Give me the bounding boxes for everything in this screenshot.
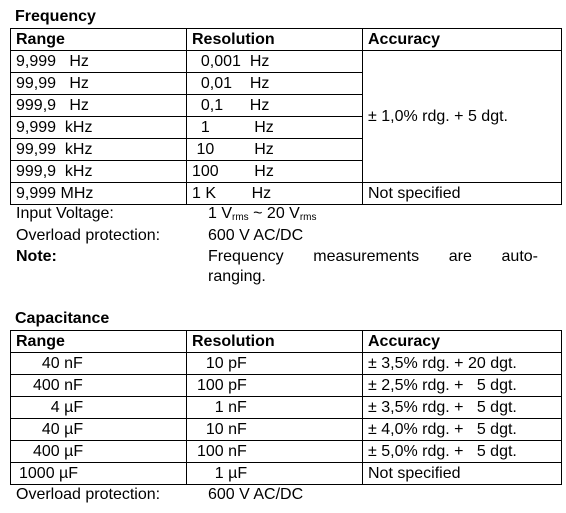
- table-row: 99,99 Hz 0,01 Hz: [10, 72, 562, 95]
- range-cell: 400 nF: [10, 374, 187, 397]
- range-cell: 9,999 Hz: [10, 50, 187, 73]
- accuracy-cell: Not specified: [362, 182, 562, 205]
- header-accuracy: Accuracy: [362, 28, 562, 51]
- note-label: Note:: [16, 248, 57, 265]
- accuracy-merged-cell: ± 1,0% rdg. + 5 dgt.: [362, 50, 562, 183]
- table-row: 4 µF 1 nF ± 3,5% rdg. + 5 dgt.: [10, 396, 562, 419]
- table-row: 400 µF 100 nF ± 5,0% rdg. + 5 dgt.: [10, 440, 562, 463]
- header-range: Range: [10, 330, 187, 353]
- table-row: 999,9 kHz 100 Hz: [10, 160, 562, 183]
- table-row: 1000 µF 1 µF Not specified: [10, 462, 562, 485]
- capacitance-overload-label: Overload protection:: [16, 486, 161, 503]
- resolution-cell: 1 Hz: [186, 116, 363, 139]
- resolution-cell: 100 Hz: [186, 160, 363, 183]
- resolution-cell: 100 pF: [186, 374, 363, 397]
- capacitance-overload-value: 600 V AC/DC: [208, 486, 304, 503]
- accuracy-cell: ± 5,0% rdg. + 5 dgt.: [362, 440, 562, 463]
- note-line: Frequency measurements are auto-: [208, 248, 538, 265]
- range-cell: 400 µF: [10, 440, 187, 463]
- resolution-cell: 0,001 Hz: [186, 50, 363, 73]
- overload-value: 600 V AC/DC: [208, 227, 304, 244]
- range-cell: 999,9 Hz: [10, 94, 187, 117]
- table-row: 40 µF 10 nF ± 4,0% rdg. + 5 dgt.: [10, 418, 562, 441]
- table-header-row: Range Resolution Accuracy: [10, 330, 562, 353]
- input-voltage-label: Input Voltage:: [16, 205, 114, 222]
- range-cell: 1000 µF: [10, 462, 187, 485]
- range-cell: 99,99 Hz: [10, 72, 187, 95]
- resolution-cell: 0,1 Hz: [186, 94, 363, 117]
- range-cell: 99,99 kHz: [10, 138, 187, 161]
- range-cell: 9,999 kHz: [10, 116, 187, 139]
- header-accuracy: Accuracy: [362, 330, 562, 353]
- resolution-cell: 1 nF: [186, 396, 363, 419]
- frequency-table: Range Resolution Accuracy 9,999 Hz 0,001…: [10, 28, 562, 205]
- resolution-cell: 1 µF: [186, 462, 363, 485]
- resolution-cell: 1 K Hz: [186, 182, 363, 205]
- resolution-cell: 10 Hz: [186, 138, 363, 161]
- accuracy-cell: ± 4,0% rdg. + 5 dgt.: [362, 418, 562, 441]
- table-row: 40 nF 10 pF ± 3,5% rdg. + 20 dgt.: [10, 352, 562, 375]
- header-resolution: Resolution: [186, 28, 363, 51]
- table-row: 400 nF 100 pF ± 2,5% rdg. + 5 dgt.: [10, 374, 562, 397]
- header-resolution: Resolution: [186, 330, 363, 353]
- range-cell: 9,999 MHz: [10, 182, 187, 205]
- input-voltage-value: 1 Vrms ~ 20 Vrms: [208, 205, 317, 223]
- resolution-cell: 100 nF: [186, 440, 363, 463]
- frequency-title: Frequency: [15, 8, 96, 25]
- table-row: 9,999 Hz 0,001 Hz ± 1,0% rdg. + 5 dgt.: [10, 50, 562, 183]
- resolution-cell: 10 nF: [186, 418, 363, 441]
- overload-label: Overload protection:: [16, 227, 161, 244]
- table-row: 9,999 MHz 1 K Hz Not specified: [10, 182, 562, 205]
- resolution-cell: 0,01 Hz: [186, 72, 363, 95]
- capacitance-title: Capacitance: [15, 310, 110, 327]
- table-row: 99,99 kHz 10 Hz: [10, 138, 562, 161]
- accuracy-cell: ± 2,5% rdg. + 5 dgt.: [362, 374, 562, 397]
- accuracy-cell: Not specified: [362, 462, 562, 485]
- range-cell: 999,9 kHz: [10, 160, 187, 183]
- range-cell: 40 µF: [10, 418, 187, 441]
- note-text: Frequency measurements are auto- ranging…: [208, 247, 538, 287]
- range-cell: 4 µF: [10, 396, 187, 419]
- note-line: ranging.: [208, 268, 266, 285]
- header-range: Range: [10, 28, 187, 51]
- capacitance-table: Range Resolution Accuracy 40 nF 10 pF ± …: [10, 330, 562, 485]
- resolution-cell: 10 pF: [186, 352, 363, 375]
- accuracy-cell: ± 3,5% rdg. + 20 dgt.: [362, 352, 562, 375]
- table-header-row: Range Resolution Accuracy: [10, 28, 562, 51]
- accuracy-cell: ± 3,5% rdg. + 5 dgt.: [362, 396, 562, 419]
- range-cell: 40 nF: [10, 352, 187, 375]
